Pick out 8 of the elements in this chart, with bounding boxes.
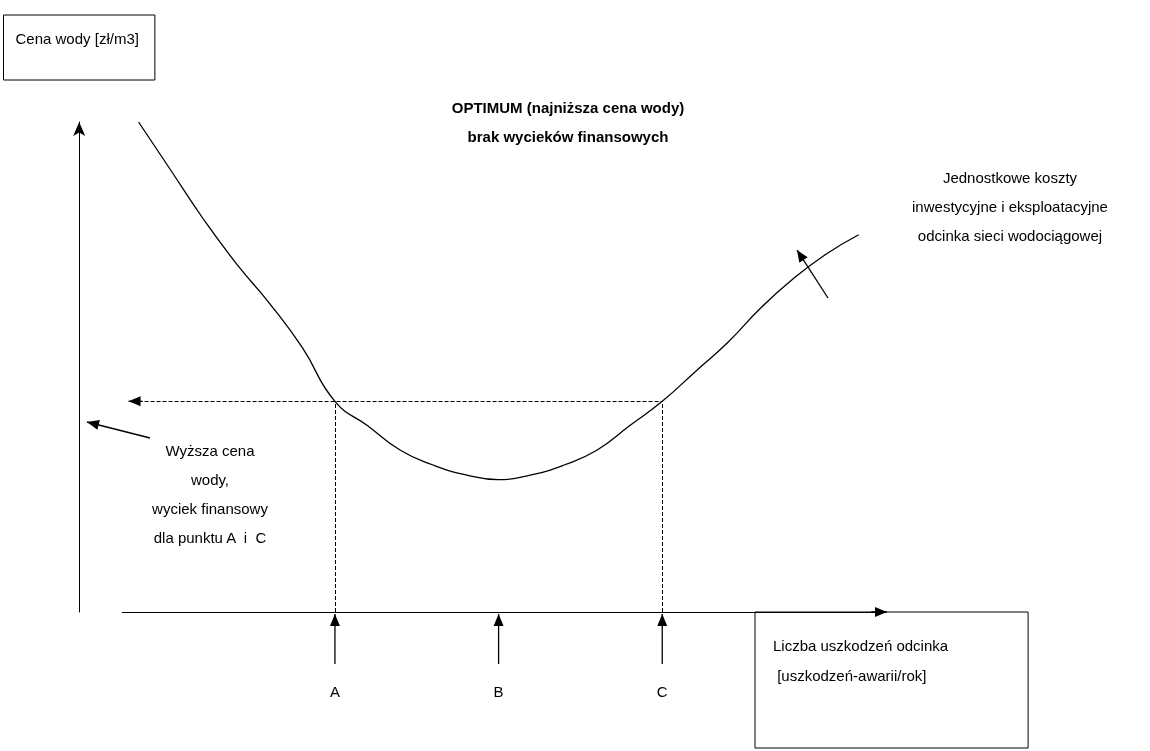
x-tick-label: A [329,683,340,700]
x-tick-label: C [656,683,668,700]
annotation: Wyższa cena wody, wyciek finansowy dla punktu A i C [152,441,268,548]
text: Jednostkowe koszty inwestycyjne i eksploatacyjne odcinka sieci wodociągowej [912,168,1108,246]
x-tick-label: B [493,683,504,700]
x-axis-title: Liczba uszkodzeń odcinka [uszkodzeń-awarii/rok] [773,636,949,684]
y-axis-title: Cena wody [zł/m3] [15,30,139,47]
annotation: OPTIMUM (najniższa cena wody) brak wycieków finansowych [451,98,685,147]
